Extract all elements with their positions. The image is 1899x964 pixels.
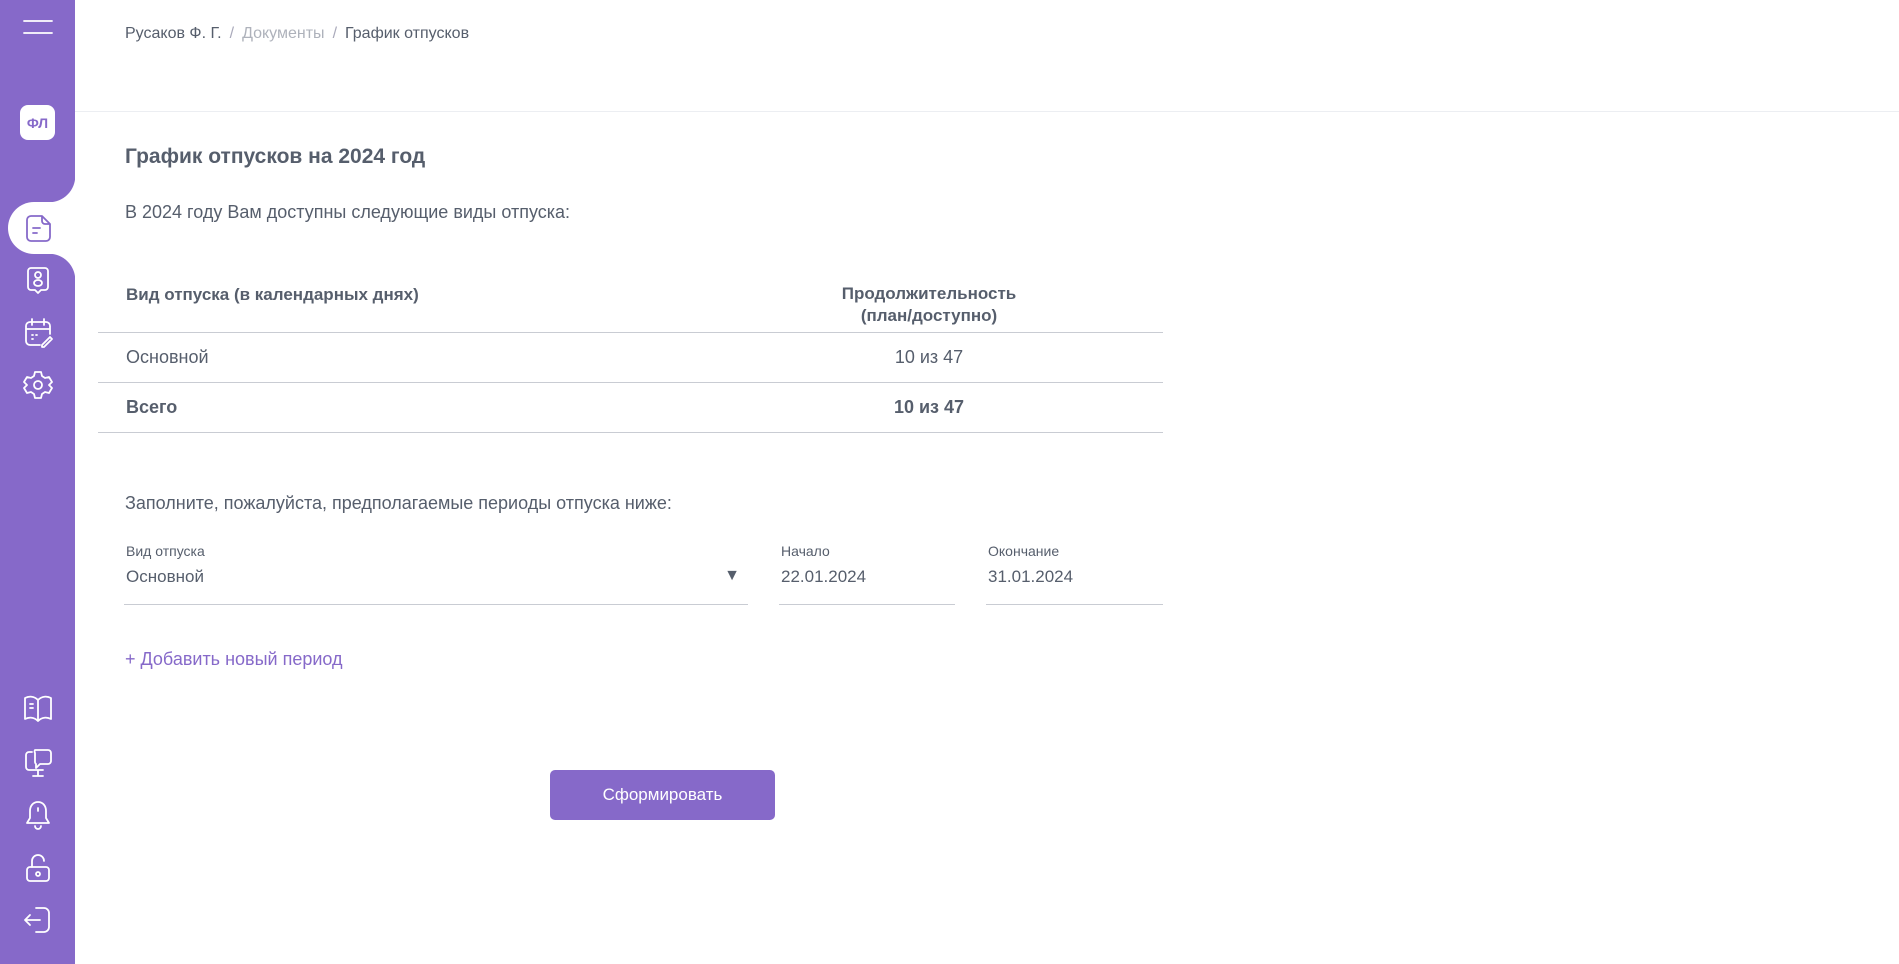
end-date-label: Окончание [988, 543, 1060, 559]
chat-monitor-icon[interactable] [20, 744, 56, 780]
header-type: Вид отпуска (в календарных днях) [126, 285, 419, 304]
breadcrumb: Русаков Ф. Г. / Документы / График отпусков [125, 25, 469, 43]
calendar-edit-icon[interactable] [20, 315, 56, 351]
vacation-type-select[interactable]: Вид отпуска Основной ▼ [124, 543, 748, 605]
book-icon[interactable] [20, 690, 56, 726]
vacation-table: Вид отпуска (в календарных днях) Продолж… [98, 280, 1163, 433]
table-header: Вид отпуска (в календарных днях) Продолж… [98, 280, 1163, 333]
avatar[interactable]: ФЛ [20, 105, 55, 140]
table-total-row: Всего 10 из 47 [98, 383, 1163, 433]
row-type: Основной [126, 347, 209, 367]
start-date-field[interactable]: Начало 22.01.2024 [779, 543, 955, 605]
table-row: Основной 10 из 47 [98, 333, 1163, 383]
submit-button[interactable]: Сформировать [550, 770, 775, 820]
breadcrumb-separator: / [229, 25, 235, 42]
profile-icon[interactable] [20, 262, 56, 298]
end-date-field[interactable]: Окончание 31.01.2024 [986, 543, 1163, 605]
total-duration: 10 из 47 [893, 397, 965, 417]
start-date-value[interactable]: 22.01.2024 [781, 567, 867, 586]
vacation-type-label: Вид отпуска [126, 543, 205, 559]
sidebar: ФЛ [0, 0, 75, 964]
logout-icon[interactable] [20, 902, 56, 938]
end-date-value[interactable]: 31.01.2024 [988, 567, 1074, 586]
settings-icon[interactable] [20, 367, 56, 403]
breadcrumb-current: График отпусков [345, 25, 470, 42]
total-label: Всего [126, 397, 178, 417]
start-date-label: Начало [781, 543, 830, 559]
intro-text: В 2024 году Вам доступны следующие виды … [125, 202, 571, 222]
vacation-type-value: Основной [126, 567, 204, 586]
breadcrumb-separator: / [332, 25, 338, 42]
breadcrumb-documents[interactable]: Документы [242, 25, 325, 42]
header-divider [75, 111, 1899, 112]
page-title: График отпусков на 2024 год [125, 145, 426, 168]
add-period-link[interactable]: + Добавить новый период [125, 649, 343, 669]
breadcrumb-user[interactable]: Русаков Ф. Г. [125, 25, 222, 42]
bell-icon[interactable] [20, 797, 56, 833]
dropdown-arrow-icon[interactable]: ▼ [724, 567, 740, 584]
header-duration: Продолжительность (план/доступно) [841, 284, 1017, 325]
document-icon[interactable] [20, 210, 56, 246]
menu-icon[interactable] [20, 9, 56, 45]
row-duration: 10 из 47 [894, 347, 964, 367]
active-nav-indicator [8, 176, 75, 280]
fill-prompt: Заполните, пожалуйста, предполагаемые пе… [125, 493, 672, 513]
unlock-icon[interactable] [20, 850, 56, 886]
